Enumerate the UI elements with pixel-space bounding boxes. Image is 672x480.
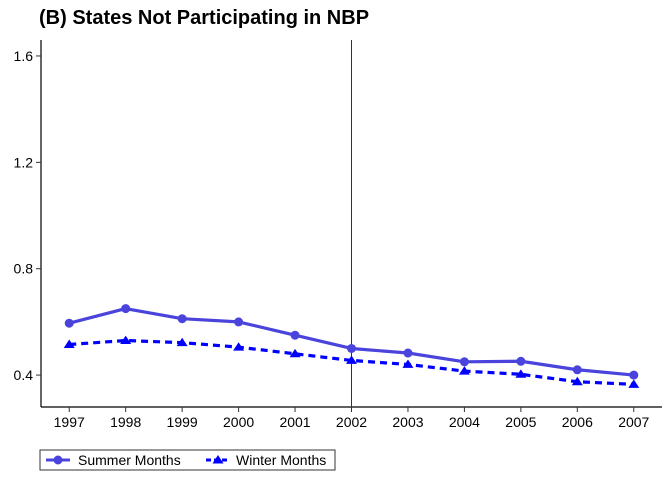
x-tick-label: 2004	[449, 414, 480, 430]
x-tick-label: 1997	[54, 414, 85, 430]
series-1	[64, 304, 639, 380]
data-point	[177, 314, 187, 324]
data-point	[458, 366, 470, 375]
data-point	[516, 356, 526, 366]
y-tick-label: 1.6	[14, 48, 34, 64]
data-point	[515, 369, 527, 378]
legend-marker	[53, 455, 63, 465]
data-point	[346, 355, 357, 364]
y-tick-label: 0.4	[14, 367, 34, 383]
x-tick-label: 2001	[279, 414, 310, 430]
data-point	[629, 370, 639, 380]
data-point	[459, 357, 469, 367]
x-tick-label: 2002	[336, 414, 367, 430]
y-tick-label: 1.2	[14, 154, 34, 170]
x-tick-label: 2005	[505, 414, 536, 430]
x-tick-label: 2007	[618, 414, 649, 430]
legend-marker	[212, 455, 224, 464]
legend-label: Summer Months	[78, 452, 181, 468]
legend-box	[39, 449, 336, 471]
y-tick-label: 0.8	[14, 261, 34, 277]
series-line	[69, 338, 634, 386]
x-tick-label: 2000	[223, 414, 254, 430]
data-point	[572, 365, 582, 375]
data-point	[63, 339, 75, 348]
x-tick-label: 1998	[110, 414, 141, 430]
data-point	[571, 376, 583, 386]
legend: Summer Months Winter Months	[39, 449, 336, 471]
data-point	[403, 348, 413, 358]
x-axis-ticks: 1997 1998 1999 2000 2001 2002 2003 2004 2005 2006…	[54, 407, 650, 430]
data-point	[233, 342, 245, 351]
data-point	[402, 359, 414, 368]
data-point	[120, 335, 132, 344]
data-point	[347, 343, 356, 353]
x-tick-label: 2006	[562, 414, 593, 430]
series-layer	[63, 304, 640, 388]
legend-key-2	[206, 455, 230, 464]
data-point	[121, 304, 131, 314]
series-2	[63, 335, 640, 388]
data-point	[64, 318, 74, 328]
chart-title: (B) States Not Participating in NBP	[39, 7, 369, 29]
y-axis-ticks: 0.4 0.8 1.2 1.6	[14, 48, 41, 383]
x-tick-label: 2003	[392, 414, 423, 430]
data-point	[176, 337, 188, 347]
legend-label: Winter Months	[236, 452, 326, 468]
data-point	[628, 379, 640, 388]
data-point	[290, 330, 300, 340]
data-point	[234, 317, 244, 327]
x-tick-label: 1999	[167, 414, 198, 430]
data-point	[289, 348, 301, 358]
legend-key-1	[46, 455, 70, 465]
